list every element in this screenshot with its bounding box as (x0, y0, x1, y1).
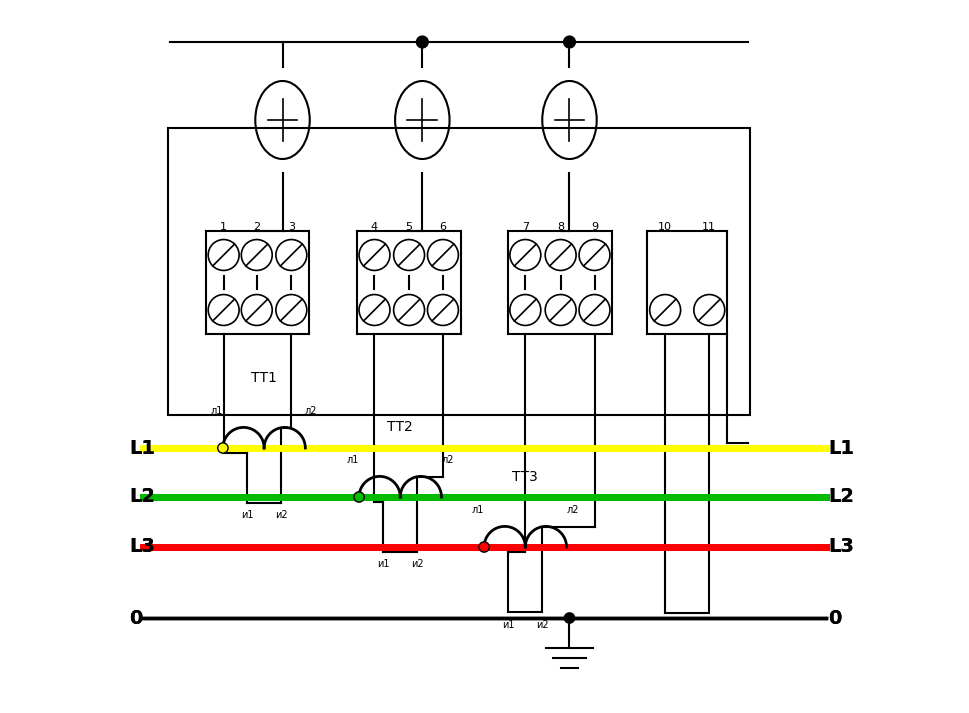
Text: 0: 0 (828, 608, 842, 627)
Text: 1: 1 (220, 222, 227, 232)
Text: L2: L2 (828, 488, 855, 506)
Text: 10: 10 (658, 222, 672, 232)
Text: и1: и1 (502, 620, 515, 630)
Text: 8: 8 (557, 222, 564, 232)
Text: L2: L2 (130, 488, 155, 506)
Text: L1: L1 (828, 438, 855, 458)
Text: L3: L3 (130, 538, 155, 557)
Text: ТТ3: ТТ3 (513, 470, 538, 484)
Text: L2: L2 (828, 488, 855, 506)
Text: L3: L3 (130, 538, 155, 557)
Circle shape (417, 36, 428, 48)
Text: л2: л2 (566, 505, 578, 515)
Text: L2: L2 (130, 488, 155, 506)
Text: L3: L3 (828, 538, 855, 557)
Text: 11: 11 (703, 222, 716, 232)
Circle shape (564, 613, 575, 623)
Text: л1: л1 (211, 406, 223, 416)
Text: L3: L3 (828, 538, 855, 557)
Text: 7: 7 (521, 222, 529, 232)
Text: 0: 0 (130, 608, 142, 627)
Text: и1: и1 (377, 559, 390, 569)
Text: ТТ1: ТТ1 (251, 371, 277, 385)
Text: 4: 4 (371, 222, 378, 232)
Text: л1: л1 (347, 455, 359, 465)
Circle shape (218, 443, 228, 453)
Text: 6: 6 (439, 222, 447, 232)
Text: 3: 3 (288, 222, 295, 232)
Text: л1: л1 (472, 505, 484, 515)
Bar (169, 128, 750, 415)
Text: 9: 9 (591, 222, 598, 232)
Text: 5: 5 (406, 222, 413, 232)
Text: L1: L1 (130, 438, 155, 458)
Text: и2: и2 (536, 620, 548, 630)
Text: и2: и2 (411, 559, 423, 569)
Text: L1: L1 (130, 438, 155, 458)
Text: L1: L1 (828, 438, 855, 458)
Text: 0: 0 (828, 608, 842, 627)
Circle shape (564, 36, 576, 48)
Circle shape (354, 492, 364, 502)
Text: л2: л2 (441, 455, 453, 465)
Text: л2: л2 (305, 406, 318, 416)
Text: и1: и1 (241, 510, 254, 520)
Text: и2: и2 (275, 510, 288, 520)
Text: ТТ2: ТТ2 (388, 420, 413, 434)
Circle shape (479, 542, 489, 552)
Text: 2: 2 (253, 222, 261, 232)
Text: 0: 0 (130, 608, 142, 627)
